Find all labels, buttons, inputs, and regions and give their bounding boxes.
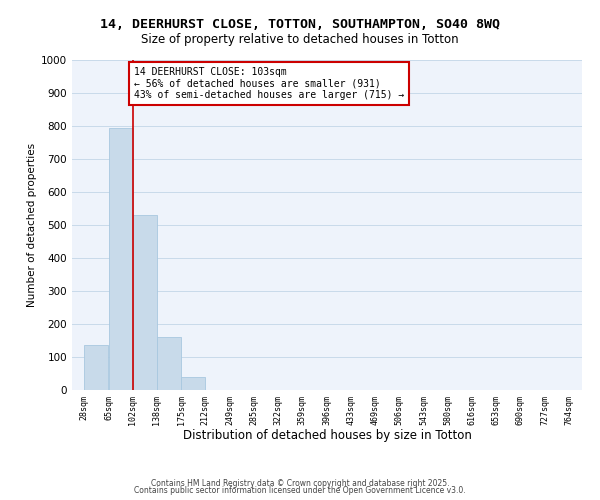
Text: 14 DEERHURST CLOSE: 103sqm
← 56% of detached houses are smaller (931)
43% of sem: 14 DEERHURST CLOSE: 103sqm ← 56% of deta… — [134, 66, 404, 100]
Text: Contains public sector information licensed under the Open Government Licence v3: Contains public sector information licen… — [134, 486, 466, 495]
Text: 14, DEERHURST CLOSE, TOTTON, SOUTHAMPTON, SO40 8WQ: 14, DEERHURST CLOSE, TOTTON, SOUTHAMPTON… — [100, 18, 500, 30]
Y-axis label: Number of detached properties: Number of detached properties — [27, 143, 37, 307]
Text: Contains HM Land Registry data © Crown copyright and database right 2025.: Contains HM Land Registry data © Crown c… — [151, 478, 449, 488]
Bar — [85, 346, 109, 390]
X-axis label: Distribution of detached houses by size in Totton: Distribution of detached houses by size … — [182, 429, 472, 442]
Bar — [109, 128, 133, 390]
Bar — [157, 337, 181, 390]
Bar — [181, 377, 205, 390]
Bar — [133, 215, 157, 390]
Text: Size of property relative to detached houses in Totton: Size of property relative to detached ho… — [141, 32, 459, 46]
